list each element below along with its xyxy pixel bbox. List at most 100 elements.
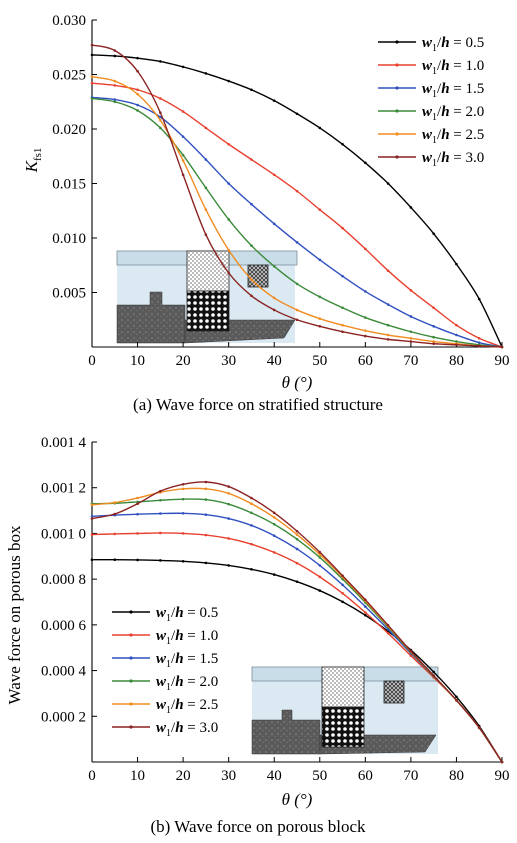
a-legend: w1/h = 0.5 w1/h = 1.0 w1/h = 1.5 w1/h = 2.0… [378,35,484,169]
b-series-4-point [159,498,162,502]
b-series-2-point [341,592,344,595]
b-series-4-point [181,497,185,501]
a-series-3-point [386,303,390,306]
a-series-5-point [181,159,185,162]
b-series-6-point [295,529,299,533]
a-series-4-point [295,282,299,286]
a-series-6-point [341,330,344,334]
b-x-tick-label: 60 [358,768,373,784]
a-series-6-point [409,340,413,343]
a-series-3-point [364,290,367,293]
a-legend-label-5: w1/h = 2.5 [422,127,484,146]
a-series-4-point [364,316,367,319]
b-series-2-point [250,542,253,546]
b-legend-marker-4 [129,679,133,683]
a-series-2-point [455,323,458,327]
a-series-6-point [386,338,390,341]
a-series-3-point [113,98,117,101]
b-series-1-point [432,670,435,674]
a-series-2-point [250,158,253,161]
b-series-1-point [113,558,117,562]
a-legend-label-1: w1/h = 0.5 [422,35,484,54]
b-series-5-point [90,503,94,507]
a-series-4-point [409,330,413,334]
a-series-3-point [318,258,322,262]
a-series-1-point [250,88,253,92]
b-series-1-point [227,564,230,567]
a-series-2-point [90,81,94,85]
b-series-5-point [272,516,276,519]
a-series-4-point [386,323,390,327]
a-series-5-point [341,323,344,327]
panel-b: 0 10 20 30 40 50 60 70 80 90 0.000 20.000 40.000 … [5,435,510,836]
b-series-1-point [341,600,344,604]
b-x-tick-label: 20 [176,768,191,784]
a-series-6-point [181,173,185,177]
a-series-2-point [227,142,230,146]
a-x-tick-label: 10 [130,353,145,369]
a-series-2-point [432,306,435,310]
b-series-4-point [318,556,322,559]
b-series-6-point [90,517,94,520]
a-series-1-point [477,297,481,301]
b-series-6-point [386,624,390,627]
panel-a: 0 10 20 30 40 50 60 70 80 90 0.005 0.010 0.015 0.020… [22,13,510,414]
a-x-ticks: 0 10 20 30 40 50 60 70 80 90 [88,342,510,369]
a-series-5-point [227,248,230,252]
a-series-5-point [432,340,435,343]
b-series-6-point [227,485,230,488]
a-series-2-point [181,110,185,113]
a-series-5-point [136,92,139,96]
a-x-tick-label: 50 [312,353,327,369]
b-series-5-point [204,487,208,491]
b-series-6-point [136,502,139,506]
a-y-tick-label: 0.030 [52,13,86,29]
b-legend-marker-2 [129,633,133,637]
a-series-6-point [250,294,253,298]
a-series-2-point [477,336,481,340]
b-legend-marker-6 [129,725,133,729]
b-series-1-point [364,613,367,617]
b-x-ticks: 0 10 20 30 40 50 60 70 80 90 [88,757,510,784]
b-series-6-point [455,698,458,702]
b-series-6-point [432,674,435,677]
a-series-4-point [432,335,435,339]
a-series-3-point [432,324,435,328]
b-series-6-point [250,496,253,500]
a-series-6-point [364,334,367,338]
a-ylabel-main: K [22,159,41,173]
a-series-1-point [204,72,208,75]
a-legend-marker-5 [395,132,399,136]
b-series-1-point [455,695,458,699]
a-series-3-point [227,182,230,185]
a-series-4-point [272,265,276,268]
b-series-6-point [318,550,322,554]
b-series-3-point [181,512,185,515]
a-series-4-point [455,340,458,343]
b-series-1-point [250,568,253,571]
a-legend-marker-6 [395,155,399,159]
a-series-6-point [455,343,458,347]
a-series-2-point [318,208,322,211]
a-x-tick-label: 0 [88,353,96,369]
a-legend-marker-4 [395,109,399,113]
b-series-3-point [318,564,322,567]
b-series-1-point [295,580,299,583]
b-y-tick-label: 0.000 4 [41,664,87,680]
a-legend-marker-1 [395,40,399,44]
a-legend-label-2: w1/h = 1.0 [422,58,484,77]
b-series-6-point [159,489,162,493]
a-series-2-point [295,189,299,193]
a-x-tick-label: 60 [358,353,373,369]
b-series-6-point [181,482,185,486]
a-series-3-point [409,315,413,318]
b-series-2-point [227,537,230,540]
a-x-tick-label: 80 [449,353,464,369]
a-series-1-point [364,161,367,165]
b-y-ticks: 0.000 2 0.000 4 0.000 6 0.000 8 0.001 0 0.001… [41,435,97,725]
a-series-2-point [136,88,139,92]
a-series-3-point [455,333,458,337]
b-series-6-point [364,598,367,602]
b-series-5-point [318,553,322,556]
